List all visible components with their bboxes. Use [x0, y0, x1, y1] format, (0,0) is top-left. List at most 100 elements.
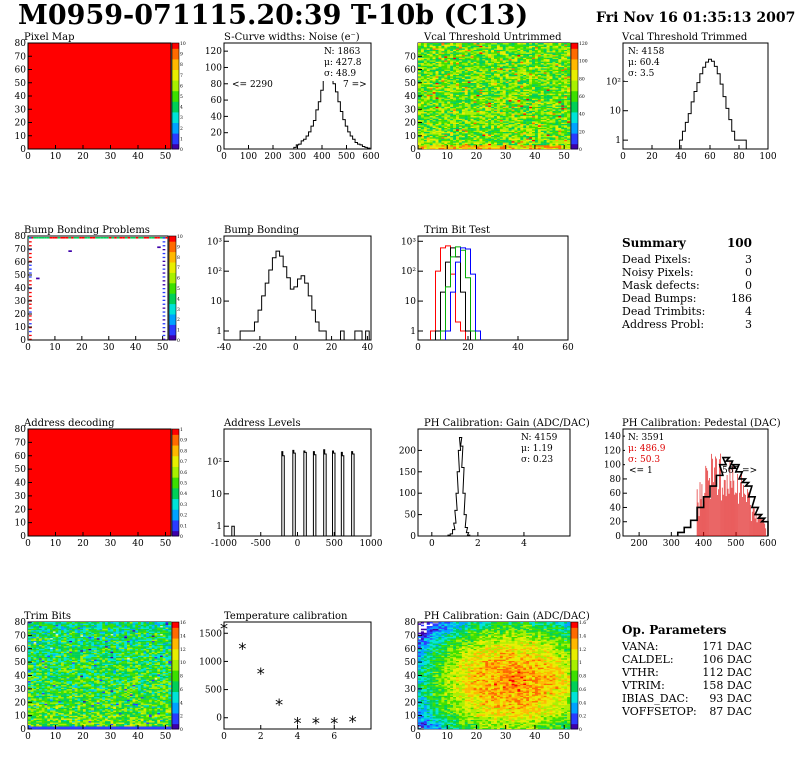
heatmap-cell [444, 115, 448, 118]
heatmap-cell [558, 107, 562, 110]
heatmap-cell [426, 143, 430, 146]
heatmap-cell [485, 72, 489, 74]
heatmap-cell [561, 69, 565, 72]
heatmap-cell [450, 49, 454, 52]
heatmap-cell [464, 97, 468, 99]
heatmap-cell [549, 122, 553, 125]
heatmap-cell [564, 131, 568, 134]
heatmap-cell [429, 45, 433, 48]
heatmap-cell [485, 109, 489, 111]
heatmap-cell [418, 109, 422, 111]
heatmap-cell [555, 44, 559, 46]
heatmap-cell [534, 115, 539, 118]
heatmap-cell [567, 142, 571, 144]
heatmap-cell [80, 712, 84, 715]
heatmap-cell [537, 117, 541, 119]
heatmap-cell [473, 111, 477, 114]
heatmap-cell [529, 45, 533, 48]
heatmap-cell [537, 88, 541, 90]
heatmap-cell [505, 53, 509, 56]
heatmap-cell [467, 121, 471, 123]
heatmap-cell [540, 85, 544, 87]
heatmap-cell [458, 145, 463, 147]
heatmap-cell [44, 722, 48, 724]
heatmap-cell [458, 125, 463, 127]
heatmap-cell [420, 122, 425, 125]
heatmap-cell [488, 85, 492, 87]
heatmap-cell [447, 49, 451, 52]
heatmap-cell [482, 129, 486, 131]
heatmap-cell [532, 84, 536, 86]
heatmap-cell [546, 66, 550, 69]
heatmap-cell [549, 99, 553, 102]
heatmap-cell [453, 138, 457, 140]
heatmap-cell [426, 62, 430, 65]
heatmap-cell [105, 724, 108, 727]
heatmap-cell [488, 111, 492, 114]
heatmap-cell [447, 96, 451, 98]
heatmap-cell [502, 52, 506, 54]
heatmap-cell [476, 56, 480, 58]
heatmap-cell [418, 76, 422, 78]
heatmap-cell [69, 714, 73, 716]
heatmap-cell [102, 727, 106, 730]
heatmap-cell [453, 147, 457, 150]
heatmap-cell [96, 714, 100, 716]
heatmap-cell [514, 119, 518, 122]
heatmap-cell [418, 105, 422, 107]
heatmap-cell [444, 99, 448, 102]
heatmap-cell [511, 143, 515, 146]
heatmap-cell [526, 143, 530, 146]
heatmap-cell [461, 142, 465, 144]
heatmap-cell [537, 60, 541, 62]
heatmap-cell [540, 102, 544, 105]
heatmap-cell [549, 81, 553, 83]
heatmap-cell [491, 147, 495, 150]
heatmap-cell [502, 89, 506, 91]
heatmap-cell [537, 127, 541, 130]
heatmap-cell [85, 719, 89, 722]
heatmap-cell [482, 133, 486, 135]
heatmap-cell [479, 90, 483, 93]
heatmap-cell [546, 74, 550, 77]
heatmap-cell [432, 135, 436, 138]
heatmap-cell [149, 712, 152, 715]
heatmap-cell [420, 76, 425, 78]
heatmap-cell [450, 77, 454, 79]
heatmap-cell [91, 714, 95, 716]
palette-swatch [571, 85, 578, 92]
heatmap-cell [432, 54, 436, 57]
heatmap-cell [50, 720, 53, 723]
heatmap-cell [479, 56, 483, 58]
heatmap-cell [52, 727, 56, 730]
heatmap-cell [420, 133, 425, 135]
heatmap-cell [444, 74, 448, 77]
heatmap-cell [567, 45, 571, 48]
heatmap-cell [420, 86, 425, 89]
heatmap-cell [520, 111, 524, 114]
heatmap-cell [479, 107, 483, 110]
heatmap-cell [499, 70, 503, 73]
heatmap-cell [558, 118, 562, 121]
heatmap-cell [482, 69, 486, 72]
heatmap-cell [470, 133, 474, 135]
heatmap-cell [482, 107, 486, 110]
heatmap-cell [543, 96, 547, 98]
heatmap-cell [499, 122, 503, 125]
heatmap-cell [438, 74, 442, 77]
heatmap-cell [470, 127, 474, 130]
heatmap-cell [456, 133, 460, 135]
heatmap-cell [526, 134, 530, 136]
heatmap-cell [558, 105, 562, 107]
heatmap-cell [113, 726, 117, 728]
heatmap-cell [564, 86, 568, 89]
heatmap-cell [423, 111, 427, 114]
heatmap-cell [423, 44, 427, 46]
heatmap-cell [496, 145, 501, 147]
heatmap-cell [488, 115, 492, 118]
palette-swatch [571, 143, 578, 150]
heatmap-cell [485, 139, 489, 142]
heatmap-cell [426, 77, 430, 79]
heatmap-cell [74, 722, 78, 724]
heatmap-cell [561, 137, 565, 139]
